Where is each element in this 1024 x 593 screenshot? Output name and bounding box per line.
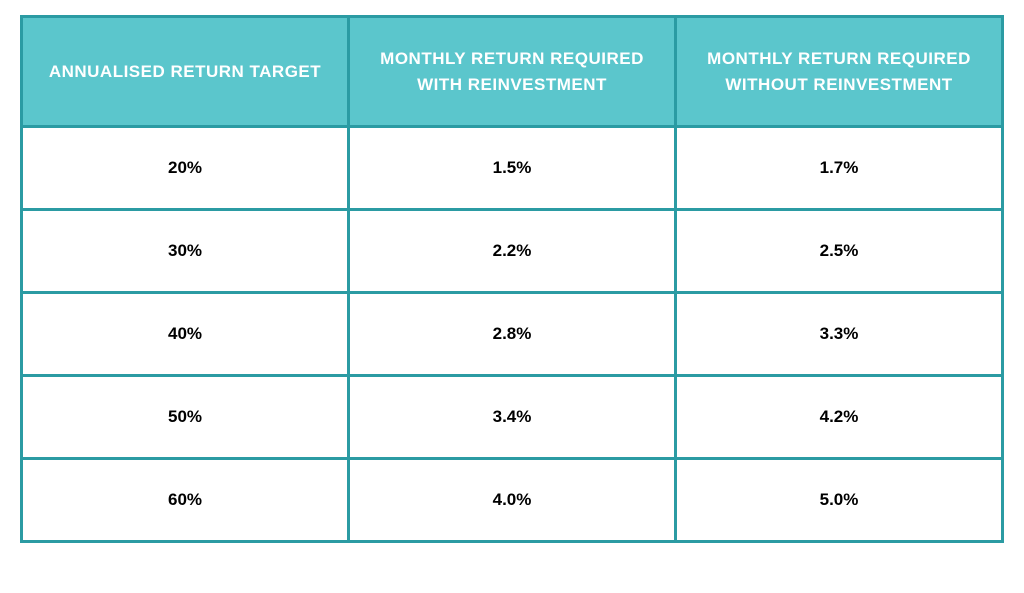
cell-with-reinvest: 2.8% bbox=[349, 293, 676, 376]
table-header: ANNUALISED RETURN TARGET MONTHLY RETURN … bbox=[22, 17, 1003, 127]
cell-with-reinvest: 2.2% bbox=[349, 210, 676, 293]
cell-with-reinvest: 1.5% bbox=[349, 127, 676, 210]
col-annualised-target: ANNUALISED RETURN TARGET bbox=[22, 17, 349, 127]
cell-target: 20% bbox=[22, 127, 349, 210]
col-monthly-with-reinvestment: MONTHLY RETURN REQUIRED WITH REINVESTMEN… bbox=[349, 17, 676, 127]
table-row: 40% 2.8% 3.3% bbox=[22, 293, 1003, 376]
return-target-table: ANNUALISED RETURN TARGET MONTHLY RETURN … bbox=[20, 15, 1004, 543]
cell-without-reinvest: 4.2% bbox=[676, 376, 1003, 459]
cell-without-reinvest: 2.5% bbox=[676, 210, 1003, 293]
cell-without-reinvest: 3.3% bbox=[676, 293, 1003, 376]
cell-with-reinvest: 3.4% bbox=[349, 376, 676, 459]
col-monthly-without-reinvestment: MONTHLY RETURN REQUIRED WITHOUT REINVEST… bbox=[676, 17, 1003, 127]
table-row: 50% 3.4% 4.2% bbox=[22, 376, 1003, 459]
cell-without-reinvest: 5.0% bbox=[676, 459, 1003, 542]
cell-target: 30% bbox=[22, 210, 349, 293]
cell-target: 60% bbox=[22, 459, 349, 542]
cell-target: 50% bbox=[22, 376, 349, 459]
table-body: 20% 1.5% 1.7% 30% 2.2% 2.5% 40% 2.8% 3.3… bbox=[22, 127, 1003, 542]
table-row: 20% 1.5% 1.7% bbox=[22, 127, 1003, 210]
cell-without-reinvest: 1.7% bbox=[676, 127, 1003, 210]
cell-target: 40% bbox=[22, 293, 349, 376]
cell-with-reinvest: 4.0% bbox=[349, 459, 676, 542]
table-row: 60% 4.0% 5.0% bbox=[22, 459, 1003, 542]
table-header-row: ANNUALISED RETURN TARGET MONTHLY RETURN … bbox=[22, 17, 1003, 127]
table-row: 30% 2.2% 2.5% bbox=[22, 210, 1003, 293]
